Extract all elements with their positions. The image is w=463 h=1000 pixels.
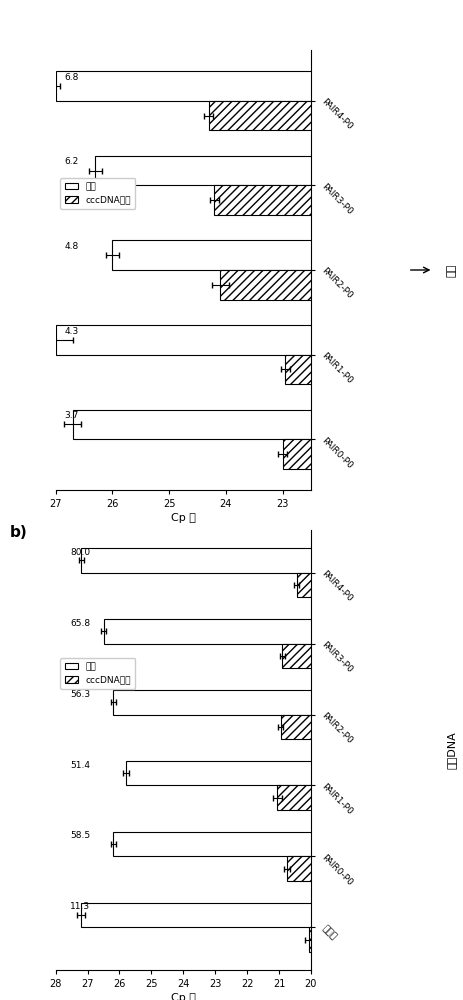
- Bar: [296, 573, 463, 597]
- Bar: [277, 785, 463, 810]
- Text: 提取DNA: 提取DNA: [445, 731, 455, 769]
- Text: 11.3: 11.3: [70, 902, 90, 911]
- Text: 6.2: 6.2: [64, 157, 78, 166]
- Bar: [286, 856, 463, 881]
- Bar: [112, 240, 463, 270]
- Bar: [282, 644, 463, 668]
- Text: 6.8: 6.8: [64, 73, 78, 82]
- Bar: [103, 619, 463, 644]
- Text: 3.7: 3.7: [64, 411, 78, 420]
- Text: 65.8: 65.8: [70, 619, 90, 628]
- Text: 51.4: 51.4: [70, 761, 90, 770]
- Text: 56.3: 56.3: [70, 690, 90, 699]
- Bar: [280, 715, 463, 739]
- Bar: [214, 185, 463, 215]
- Bar: [208, 101, 463, 130]
- Bar: [285, 355, 463, 384]
- X-axis label: Cp 值: Cp 值: [170, 513, 195, 523]
- Bar: [282, 439, 463, 469]
- Bar: [113, 690, 463, 715]
- Text: 4.3: 4.3: [64, 327, 78, 336]
- Text: 58.5: 58.5: [70, 831, 90, 840]
- Bar: [113, 832, 463, 856]
- Bar: [81, 548, 463, 573]
- Bar: [73, 410, 463, 439]
- Text: 80.0: 80.0: [70, 548, 90, 557]
- Bar: [56, 325, 463, 355]
- Bar: [309, 927, 463, 952]
- Text: 一步: 一步: [445, 263, 455, 277]
- Legend: 背景, cccDNA表达: 背景, cccDNA表达: [60, 178, 135, 209]
- Text: b): b): [10, 525, 27, 540]
- Bar: [56, 71, 463, 101]
- X-axis label: Cp 值: Cp 值: [170, 993, 195, 1000]
- Legend: 背景, cccDNA表达: 背景, cccDNA表达: [60, 658, 135, 689]
- Text: 4.8: 4.8: [64, 242, 78, 251]
- Bar: [95, 156, 463, 185]
- Bar: [219, 270, 463, 300]
- Bar: [81, 903, 463, 927]
- Bar: [125, 761, 463, 785]
